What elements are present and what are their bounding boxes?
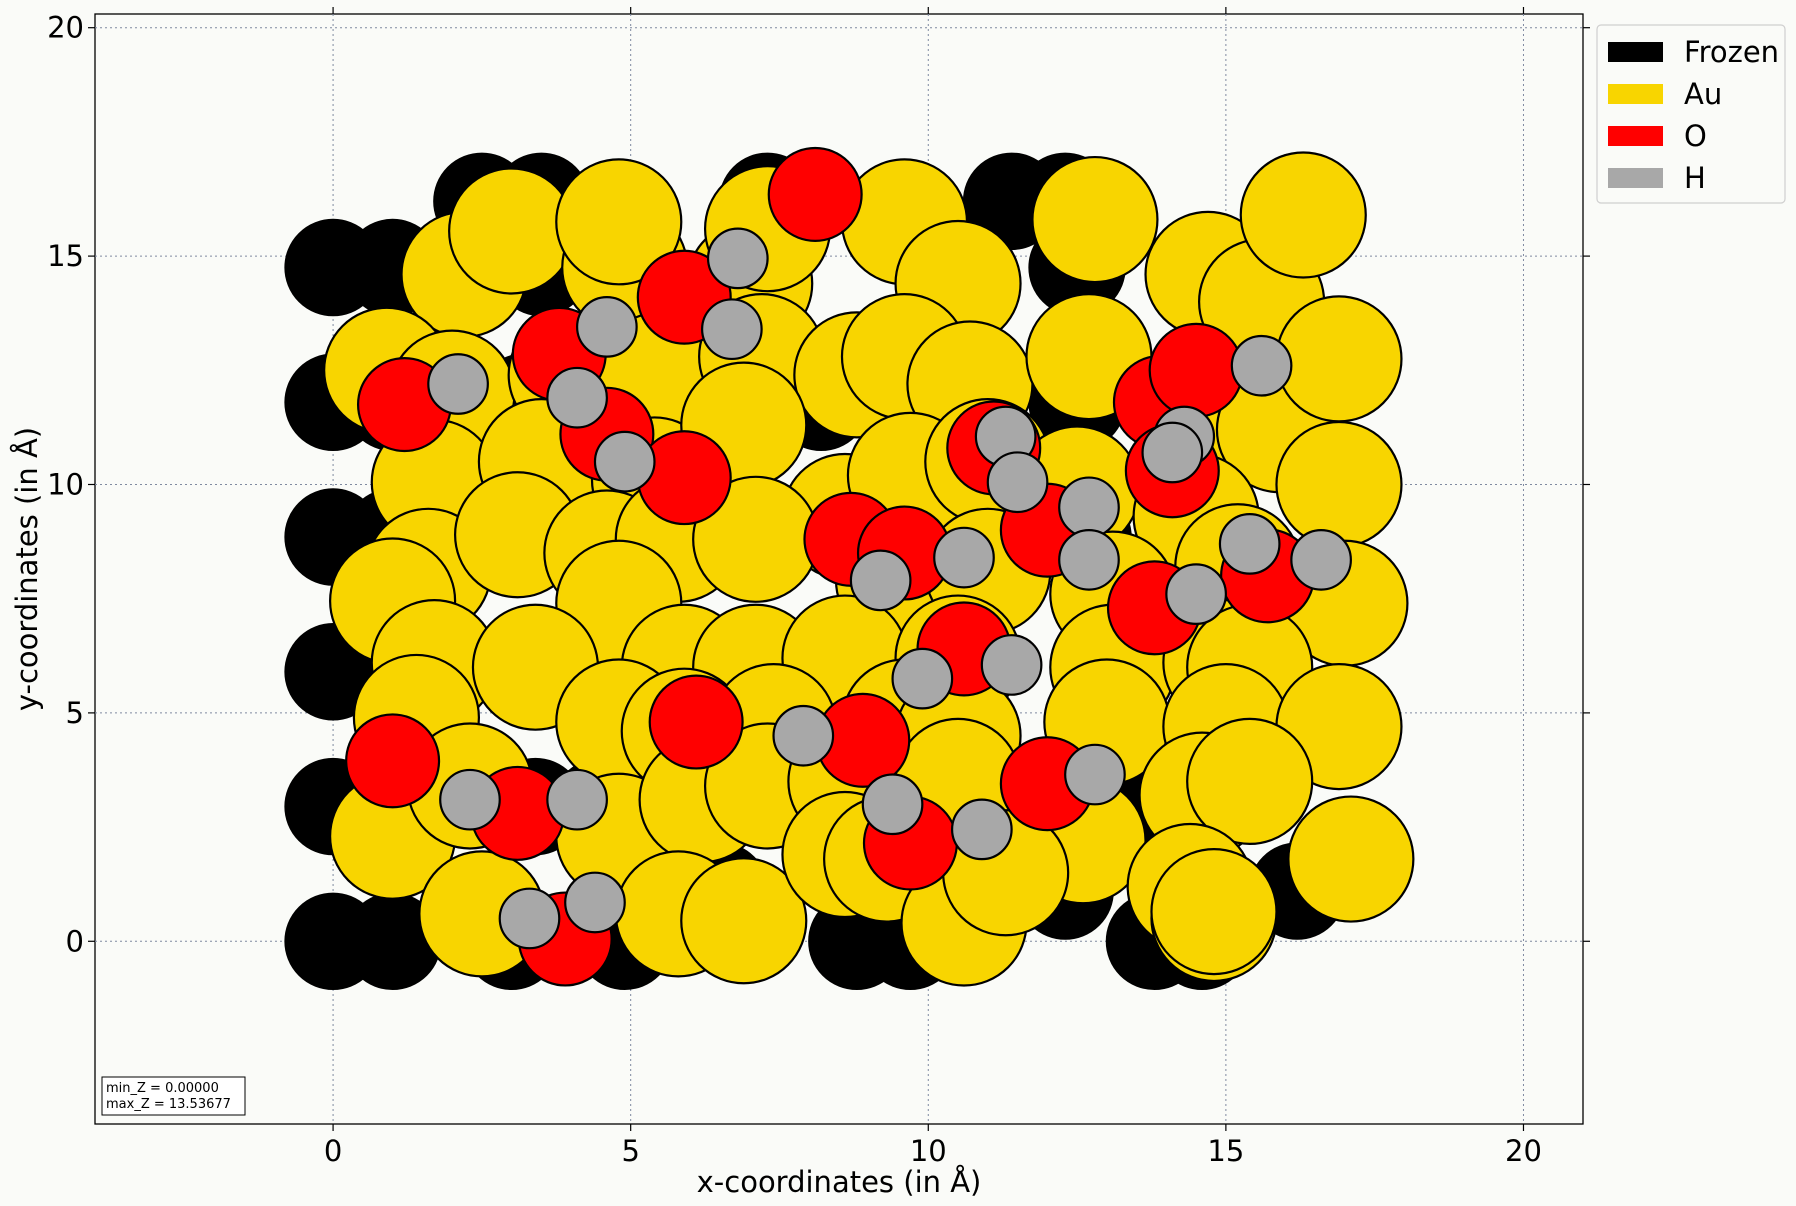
atom-h xyxy=(1165,563,1227,625)
legend: Frozen Au OH xyxy=(1596,24,1786,204)
legend-label-h: H xyxy=(1684,161,1706,195)
y-tick-label: 10 xyxy=(47,467,84,501)
atom-au xyxy=(1150,847,1278,976)
x-tick-label: 10 xyxy=(910,1134,947,1168)
atom-h xyxy=(1064,743,1126,806)
atom-au xyxy=(680,857,808,985)
atom-au xyxy=(1275,420,1403,549)
atom-h xyxy=(772,704,835,767)
axis-ticks: 0 5 10 15 20 0 5 10 15 20 xyxy=(47,7,1590,1168)
atom-h xyxy=(1058,476,1120,539)
atom-h xyxy=(861,773,924,836)
atom-o xyxy=(345,713,441,809)
info-box: min_Z = 0.00000 max_Z = 13.53677 xyxy=(101,1076,246,1116)
legend-frame xyxy=(1596,24,1786,204)
y-axis-label: y-coordinates (in Å) xyxy=(10,427,44,711)
info-min-z: min_Z = 0.00000 xyxy=(106,1081,219,1096)
atom-au xyxy=(1186,717,1314,846)
y-tick-label: 0 xyxy=(66,924,84,958)
x-tick-label: 15 xyxy=(1207,1134,1244,1168)
atom-h xyxy=(933,526,995,589)
atom-h xyxy=(980,634,1043,696)
legend-swatch-h xyxy=(1608,168,1663,188)
x-tick-label: 20 xyxy=(1505,1134,1542,1168)
legend-label-o: O xyxy=(1684,119,1707,153)
legend-swatch-frozen xyxy=(1608,42,1663,62)
atom-h xyxy=(1290,529,1352,591)
atom-o xyxy=(648,674,744,770)
atom-h xyxy=(427,353,489,415)
atom-h xyxy=(439,768,501,831)
atom-h xyxy=(564,871,626,934)
y-tick-label: 20 xyxy=(47,11,84,45)
atom-au xyxy=(1239,151,1367,279)
atom-h xyxy=(498,887,561,950)
atom-h xyxy=(1218,513,1281,575)
x-tick-label: 0 xyxy=(324,1134,342,1168)
atom-h xyxy=(546,366,608,429)
y-tick-label: 5 xyxy=(66,696,84,730)
atom-h xyxy=(576,296,638,358)
atom-au xyxy=(1031,155,1159,284)
info-max-z: max_Z = 13.53677 xyxy=(106,1097,231,1112)
atom-h xyxy=(701,298,763,361)
atom-h xyxy=(1058,529,1120,591)
atom-au xyxy=(555,158,683,286)
atom-h xyxy=(1230,334,1293,397)
atom-h xyxy=(593,430,656,493)
legend-swatch-au xyxy=(1608,84,1663,104)
atom-au xyxy=(1287,795,1415,923)
x-tick-label: 5 xyxy=(621,1134,639,1168)
legend-label-au: Au xyxy=(1684,77,1722,111)
atom-h xyxy=(849,549,912,612)
atom-h xyxy=(546,768,608,831)
atom-h xyxy=(706,227,769,290)
atom-h xyxy=(986,451,1049,514)
atom-h xyxy=(891,647,954,710)
legend-label-frozen: Frozen xyxy=(1684,35,1779,69)
atom-au xyxy=(1275,295,1403,423)
atom-o xyxy=(1148,322,1244,418)
y-tick-label: 15 xyxy=(47,239,84,273)
atom-h xyxy=(1141,421,1204,484)
atoms xyxy=(284,146,1415,990)
x-axis-label: x-coordinates (in Å) xyxy=(697,1165,982,1199)
legend-swatch-o xyxy=(1608,126,1663,146)
atom-o xyxy=(767,146,863,242)
atom-o xyxy=(636,430,732,526)
atom-h xyxy=(950,798,1013,861)
atom-au xyxy=(448,167,576,295)
